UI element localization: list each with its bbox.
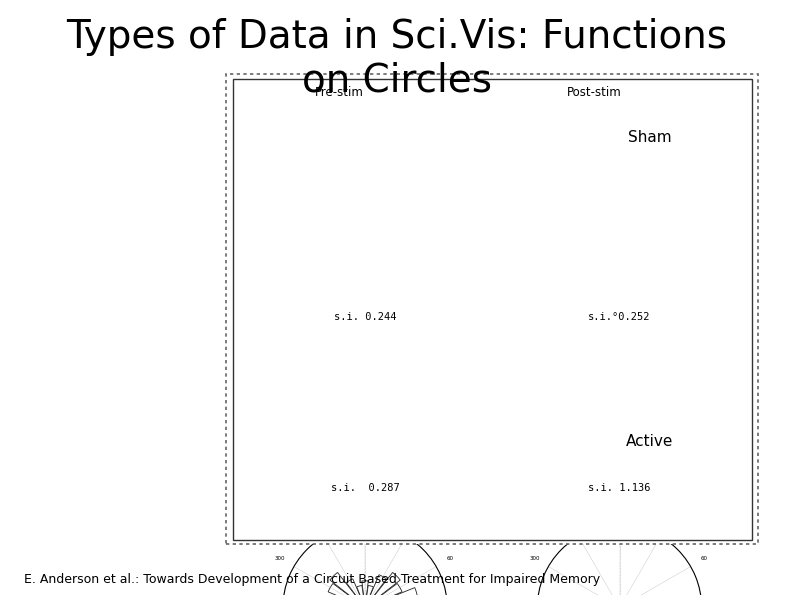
Bar: [618, 395, 621, 407]
Bar: [619, 407, 635, 449]
Bar: [328, 584, 365, 595]
Bar: [365, 407, 400, 461]
Bar: [619, 371, 674, 407]
Bar: [360, 407, 370, 447]
Bar: [365, 407, 431, 450]
Bar: [347, 405, 365, 409]
Bar: [357, 585, 365, 595]
Bar: [365, 383, 381, 407]
Bar: [619, 407, 636, 418]
Bar: [343, 399, 365, 407]
Bar: [346, 579, 365, 595]
Bar: [362, 581, 368, 595]
Bar: [362, 385, 368, 407]
Bar: [365, 407, 382, 452]
Bar: [312, 407, 365, 460]
Bar: [619, 401, 673, 414]
Bar: [365, 390, 372, 407]
Bar: [365, 378, 410, 407]
Bar: [365, 575, 387, 595]
Bar: [596, 384, 619, 407]
Text: s.i. 1.136: s.i. 1.136: [588, 483, 651, 493]
Text: s.i.  0.287: s.i. 0.287: [330, 483, 399, 493]
Bar: [615, 396, 619, 407]
Bar: [577, 407, 619, 449]
Text: Sham: Sham: [628, 130, 672, 145]
Bar: [330, 372, 365, 407]
Bar: [619, 370, 657, 407]
Bar: [591, 407, 619, 451]
Bar: [619, 390, 626, 407]
Bar: [328, 407, 365, 431]
Text: s.i.°0.252: s.i.°0.252: [588, 312, 651, 322]
Bar: [587, 407, 619, 429]
Bar: [365, 584, 402, 595]
Bar: [365, 585, 373, 595]
Bar: [365, 384, 427, 407]
Bar: [604, 407, 619, 449]
Bar: [365, 572, 400, 595]
Bar: [602, 405, 619, 409]
Bar: [330, 572, 365, 595]
Bar: [332, 386, 365, 407]
Bar: [346, 378, 365, 407]
Text: Active: Active: [626, 434, 674, 449]
Bar: [609, 391, 619, 407]
Bar: [607, 403, 619, 407]
Bar: [619, 407, 638, 426]
Text: s.i. 0.244: s.i. 0.244: [333, 312, 396, 322]
Bar: [365, 401, 418, 414]
Bar: [619, 407, 638, 434]
Bar: [619, 407, 649, 418]
Bar: [365, 588, 418, 595]
Text: Types of Data in Sci.Vis: Functions
on Circles: Types of Data in Sci.Vis: Functions on C…: [67, 18, 727, 100]
Bar: [358, 390, 365, 407]
Bar: [365, 375, 397, 407]
Bar: [596, 407, 619, 416]
Text: Pre-stim: Pre-stim: [315, 86, 364, 99]
Bar: [365, 407, 418, 460]
Bar: [347, 407, 365, 456]
Text: E. Anderson et al.: Towards Development of a Circuit Based Treatment for Impaire: E. Anderson et al.: Towards Development …: [24, 573, 600, 586]
Bar: [365, 407, 400, 421]
Bar: [619, 374, 641, 407]
Text: Post-stim: Post-stim: [567, 86, 622, 99]
Bar: [615, 407, 624, 443]
Bar: [598, 393, 619, 407]
Bar: [330, 407, 365, 461]
Bar: [338, 407, 365, 417]
Bar: [619, 381, 690, 407]
